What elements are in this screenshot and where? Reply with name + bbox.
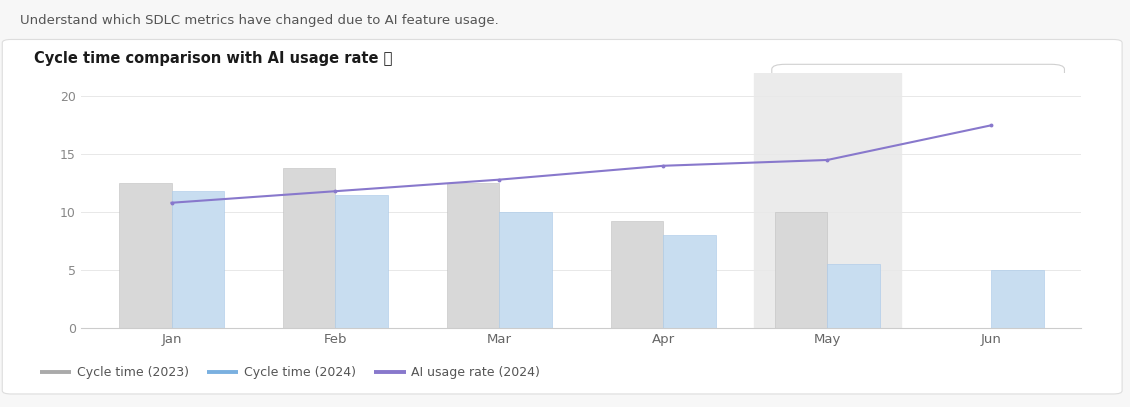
Text: 6.2: 6.2 <box>1016 154 1037 167</box>
Bar <box>775 212 827 328</box>
Text: Cycle time (2023): Cycle time (2023) <box>77 366 189 379</box>
Bar <box>991 270 1044 328</box>
Text: 9.9: 9.9 <box>1016 109 1037 123</box>
Bar <box>754 73 901 328</box>
Bar <box>611 221 663 328</box>
Bar <box>663 235 715 328</box>
Text: AI usage rate (2024): AI usage rate (2024) <box>844 199 971 212</box>
Bar <box>499 212 551 328</box>
Bar <box>282 168 336 328</box>
Bar <box>447 183 499 328</box>
Bar <box>336 195 388 328</box>
Text: Understand which SDLC metrics have changed due to AI feature usage.: Understand which SDLC metrics have chang… <box>20 14 499 27</box>
FancyBboxPatch shape <box>772 64 1064 251</box>
Text: March: March <box>803 79 852 93</box>
Bar <box>172 191 224 328</box>
Bar <box>119 183 172 328</box>
Text: Cycle time comparison with AI usage rate ⓘ: Cycle time comparison with AI usage rate… <box>34 51 392 66</box>
Text: Cycle time (2023): Cycle time (2023) <box>844 109 954 123</box>
Bar <box>827 264 880 328</box>
Text: Cycle time (2024): Cycle time (2024) <box>844 154 954 167</box>
Text: Cycle time (2024): Cycle time (2024) <box>244 366 356 379</box>
Text: 0.4: 0.4 <box>1016 199 1037 212</box>
Text: AI usage rate (2024): AI usage rate (2024) <box>411 366 540 379</box>
FancyBboxPatch shape <box>2 39 1122 394</box>
